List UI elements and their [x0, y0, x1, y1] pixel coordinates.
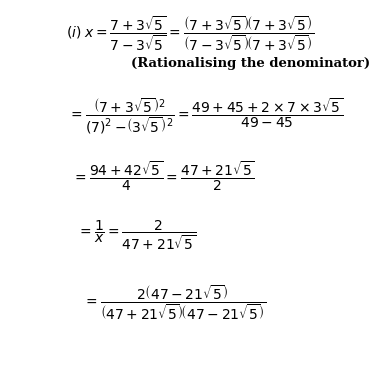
Text: $= \dfrac{1}{x} = \dfrac{2}{47+21\sqrt{5}}$: $= \dfrac{1}{x} = \dfrac{2}{47+21\sqrt{5… — [77, 218, 196, 252]
Text: $(i)\; x = \dfrac{7+3\sqrt{5}}{7-3\sqrt{5}} = \dfrac{\left(7+3\sqrt{5}\right)\!\: $(i)\; x = \dfrac{7+3\sqrt{5}}{7-3\sqrt{… — [66, 15, 314, 53]
Text: $= \dfrac{2\left(47-21\sqrt{5}\right)}{\left(47+21\sqrt{5}\right)\!\left(47-21\s: $= \dfrac{2\left(47-21\sqrt{5}\right)}{\… — [83, 284, 266, 322]
Text: $= \dfrac{94+42\sqrt{5}}{4} = \dfrac{47+21\sqrt{5}}{2}$: $= \dfrac{94+42\sqrt{5}}{4} = \dfrac{47+… — [72, 160, 255, 193]
Text: $= \dfrac{\left(7+3\sqrt{5}\right)^{2}}{\left(7\right)^{2}-\!\left(3\sqrt{5}\rig: $= \dfrac{\left(7+3\sqrt{5}\right)^{2}}{… — [68, 97, 343, 136]
Text: (Rationalising the denominator): (Rationalising the denominator) — [131, 58, 370, 70]
